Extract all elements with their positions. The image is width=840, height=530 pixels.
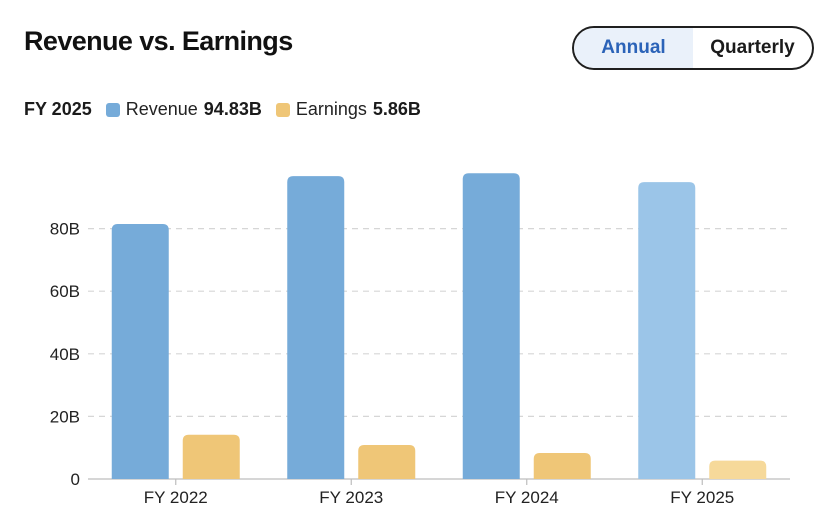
revenue-bar [287, 176, 345, 479]
earnings-bar [182, 434, 240, 479]
period-toggle[interactable]: Annual Quarterly [572, 26, 814, 70]
quarterly-toggle-button[interactable]: Quarterly [710, 37, 795, 58]
legend-item-revenue: Revenue 94.83B [105, 99, 262, 120]
y-tick-label: 20B [50, 407, 80, 426]
earnings-bar [358, 445, 416, 479]
revenue-bar [638, 182, 696, 479]
chart-title: Revenue vs. Earnings [24, 26, 293, 56]
x-tick-label: FY 2024 [495, 488, 559, 507]
x-tick-label: FY 2022 [144, 488, 208, 507]
y-tick-label: 80B [50, 220, 80, 239]
legend-period: FY 2025 [24, 99, 92, 119]
earnings-bar [533, 452, 591, 479]
revenue-swatch [105, 102, 120, 117]
legend-revenue-label: Revenue [125, 99, 198, 119]
legend-revenue-value: 94.83B [203, 99, 262, 119]
x-tick-label: FY 2025 [670, 488, 734, 507]
legend-earnings-value: 5.86B [372, 99, 421, 119]
earnings-swatch [275, 102, 290, 117]
y-tick-label: 60B [50, 282, 80, 301]
y-tick-label: 40B [50, 345, 80, 364]
earnings-bar [709, 460, 767, 479]
chart-legend: FY 2025 Revenue 94.83B Earnings 5.86B [24, 99, 435, 120]
annual-toggle-button[interactable]: Annual [574, 28, 693, 68]
revenue-bar [462, 173, 520, 480]
legend-item-earnings: Earnings 5.86B [275, 99, 421, 120]
x-tick-label: FY 2023 [319, 488, 383, 507]
y-tick-label: 0 [71, 470, 80, 489]
revenue-bar [111, 224, 169, 479]
legend-earnings-label: Earnings [295, 99, 367, 119]
